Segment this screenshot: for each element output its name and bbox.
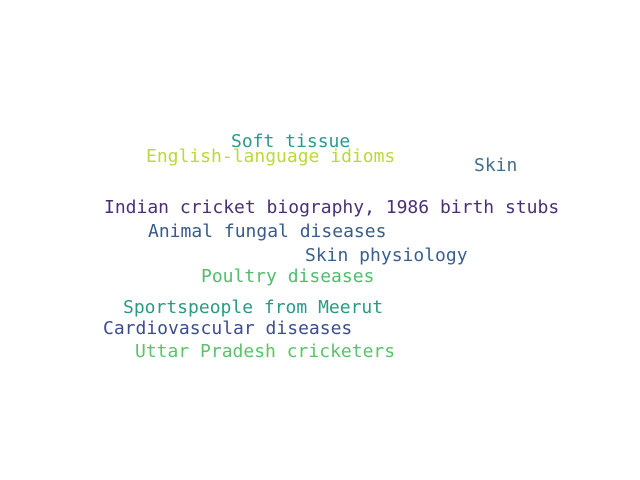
- word-soft-tissue: Soft tissue: [231, 131, 351, 152]
- word-indian-cricket-biography: Indian cricket biography, 1986 birth stu…: [104, 197, 560, 218]
- word-english-language-idioms: English-language idioms: [146, 146, 396, 167]
- word-animal-fungal-diseases: Animal fungal diseases: [148, 221, 387, 242]
- word-poultry-diseases: Poultry diseases: [201, 266, 375, 287]
- word-sportspeople-from-meerut: Sportspeople from Meerut: [123, 297, 384, 318]
- word-uttar-pradesh-cricketers: Uttar Pradesh cricketers: [135, 341, 396, 362]
- word-skin: Skin: [474, 155, 518, 176]
- word-cardiovascular-diseases: Cardiovascular diseases: [103, 318, 353, 339]
- word-skin-physiology: Skin physiology: [305, 245, 468, 266]
